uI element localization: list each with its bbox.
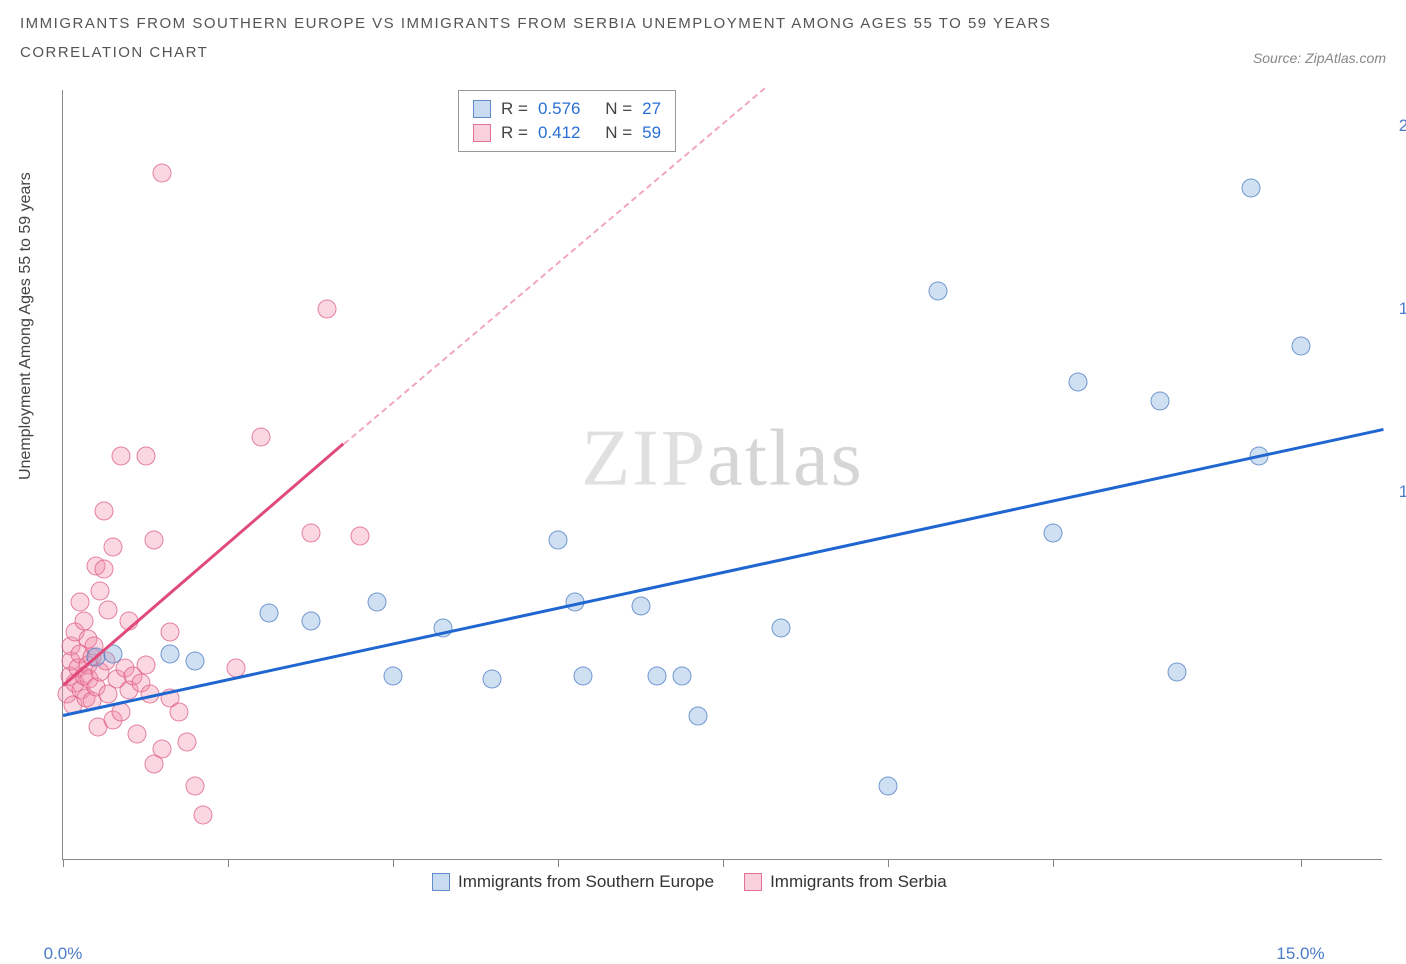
x-tick	[228, 859, 229, 867]
label-n: N =	[605, 123, 632, 143]
data-point	[1044, 523, 1063, 542]
data-point	[351, 527, 370, 546]
watermark-atlas: atlas	[707, 415, 864, 503]
x-tick	[1301, 859, 1302, 867]
x-tick	[393, 859, 394, 867]
legend-item-pink: Immigrants from Serbia	[744, 872, 947, 892]
pink-n-value: 59	[642, 123, 661, 143]
watermark: ZIPatlas	[581, 414, 864, 505]
data-point	[301, 611, 320, 630]
data-point	[301, 523, 320, 542]
data-point	[631, 597, 650, 616]
stats-row-blue: R = 0.576 N = 27	[473, 97, 661, 121]
data-point	[689, 707, 708, 726]
source-credit: Source: ZipAtlas.com	[1253, 10, 1386, 66]
data-point	[483, 670, 502, 689]
label-r: R =	[501, 123, 528, 143]
stats-row-pink: R = 0.412 N = 59	[473, 121, 661, 145]
data-point	[573, 666, 592, 685]
data-point	[74, 611, 93, 630]
label-r: R =	[501, 99, 528, 119]
data-point	[384, 666, 403, 685]
data-point	[103, 538, 122, 557]
data-point	[153, 164, 172, 183]
data-point	[136, 446, 155, 465]
data-point	[111, 446, 130, 465]
data-point	[771, 619, 790, 638]
label-n: N =	[605, 99, 632, 119]
data-point	[1242, 179, 1261, 198]
y-tick-label: 20.0%	[1399, 116, 1406, 136]
x-tick-label: 0.0%	[44, 944, 83, 964]
data-point	[136, 655, 155, 674]
data-point	[169, 703, 188, 722]
data-point	[144, 531, 163, 550]
data-point	[367, 593, 386, 612]
data-point	[111, 703, 130, 722]
data-point	[161, 644, 180, 663]
data-point	[186, 652, 205, 671]
legend-label-pink: Immigrants from Serbia	[770, 872, 947, 892]
swatch-blue	[473, 100, 491, 118]
data-point	[177, 732, 196, 751]
data-point	[128, 725, 147, 744]
data-point	[95, 560, 114, 579]
data-point	[318, 300, 337, 319]
data-point	[186, 776, 205, 795]
data-point	[1291, 336, 1310, 355]
watermark-zip: ZIP	[581, 415, 707, 503]
x-tick	[723, 859, 724, 867]
plot-area: ZIPatlas R = 0.576 N = 27 R = 0.412 N = …	[62, 90, 1382, 860]
x-tick	[888, 859, 889, 867]
swatch-pink	[473, 124, 491, 142]
data-point	[1167, 663, 1186, 682]
data-point	[648, 666, 667, 685]
data-point	[70, 593, 89, 612]
title-line-1: IMMIGRANTS FROM SOUTHERN EUROPE VS IMMIG…	[20, 15, 1051, 32]
swatch-pink	[744, 873, 762, 891]
correlation-scatter-chart: Unemployment Among Ages 55 to 59 years Z…	[62, 90, 1382, 860]
chart-title: IMMIGRANTS FROM SOUTHERN EUROPE VS IMMIG…	[20, 10, 1051, 67]
data-point	[1151, 391, 1170, 410]
y-axis-label: Unemployment Among Ages 55 to 59 years	[17, 172, 35, 480]
data-point	[1068, 373, 1087, 392]
legend-item-blue: Immigrants from Southern Europe	[432, 872, 714, 892]
x-tick	[558, 859, 559, 867]
blue-n-value: 27	[642, 99, 661, 119]
x-tick-label: 15.0%	[1276, 944, 1324, 964]
title-line-2: CORRELATION CHART	[20, 44, 208, 61]
data-point	[252, 428, 271, 447]
x-tick	[1053, 859, 1054, 867]
data-point	[928, 281, 947, 300]
data-point	[95, 501, 114, 520]
data-point	[879, 776, 898, 795]
data-point	[194, 806, 213, 825]
data-point	[549, 531, 568, 550]
pink-r-value: 0.412	[538, 123, 581, 143]
data-point	[260, 604, 279, 623]
stats-legend-box: R = 0.576 N = 27 R = 0.412 N = 59	[458, 90, 676, 152]
data-point	[99, 600, 118, 619]
data-point	[91, 582, 110, 601]
bottom-legend: Immigrants from Southern Europe Immigran…	[432, 872, 947, 892]
legend-label-blue: Immigrants from Southern Europe	[458, 872, 714, 892]
data-point	[161, 622, 180, 641]
data-point	[672, 666, 691, 685]
blue-r-value: 0.576	[538, 99, 581, 119]
y-tick-label: 10.0%	[1399, 482, 1406, 502]
y-tick-label: 15.0%	[1399, 299, 1406, 319]
data-point	[153, 740, 172, 759]
swatch-blue	[432, 873, 450, 891]
x-tick	[63, 859, 64, 867]
